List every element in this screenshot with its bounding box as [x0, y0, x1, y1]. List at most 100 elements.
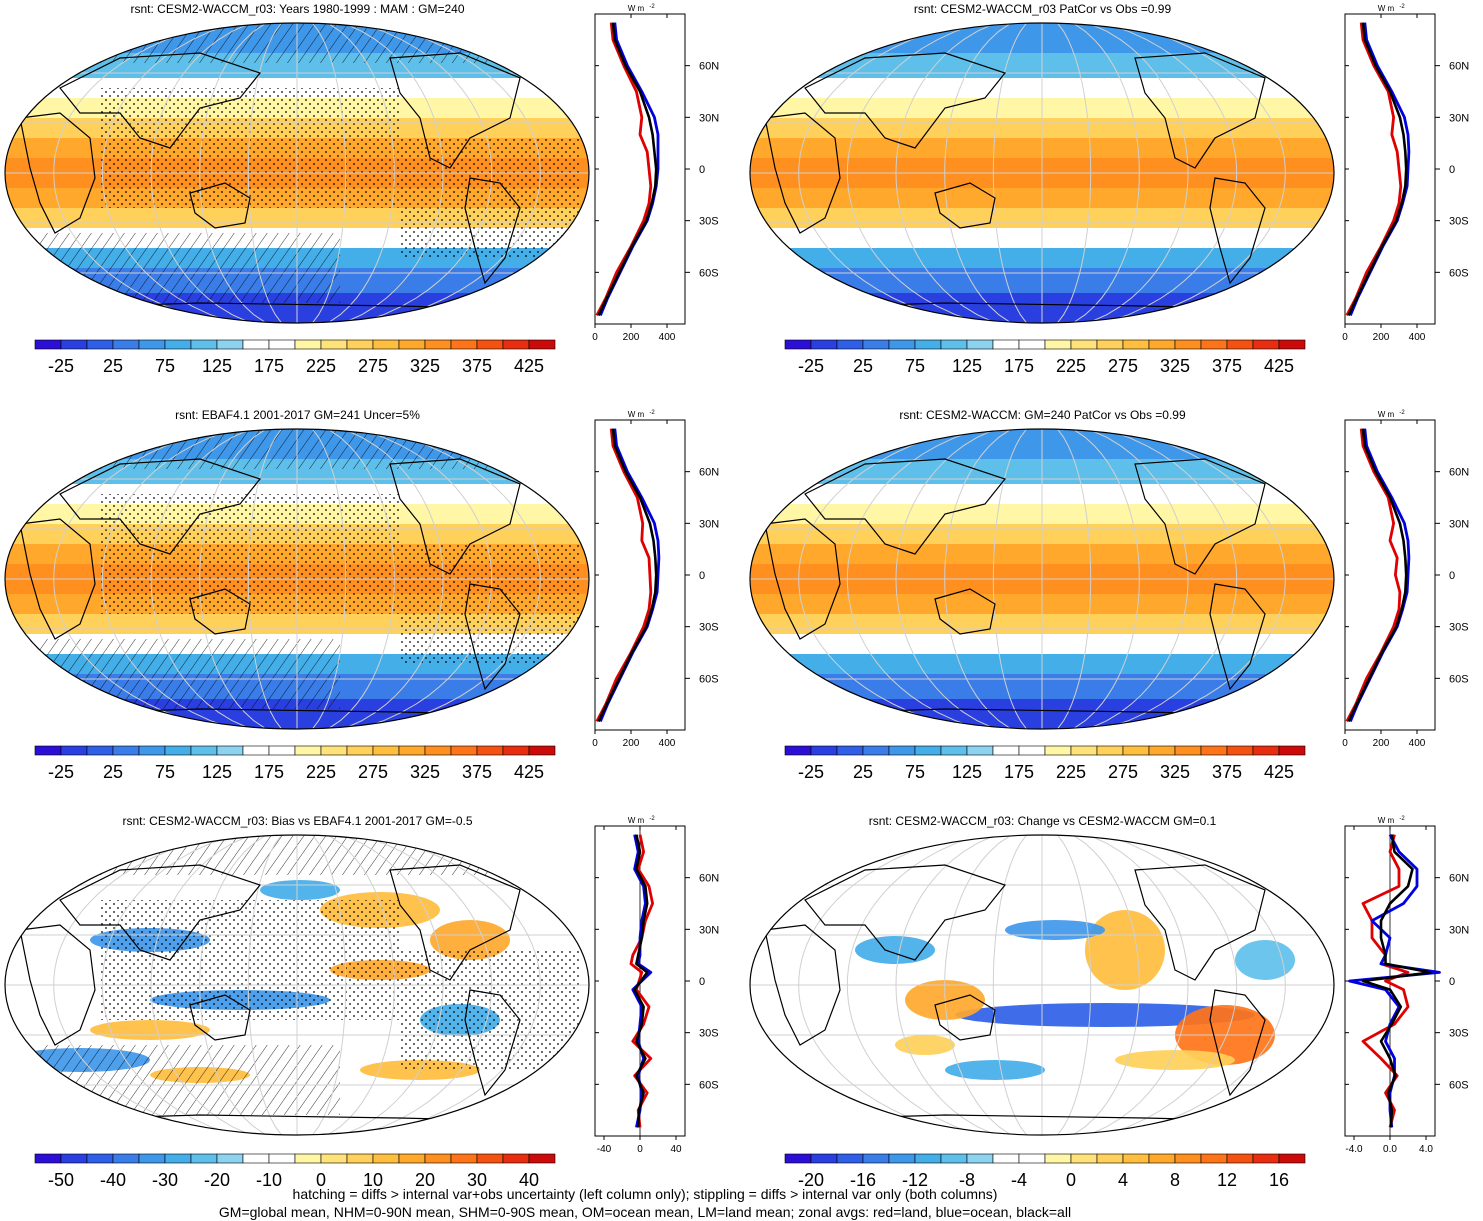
map-outline [4, 834, 590, 1136]
unit-exponent: -2 [649, 410, 655, 416]
colorbar-swatch [164, 1153, 192, 1164]
colorbar-label: 125 [202, 762, 232, 782]
colorbar-swatch [1226, 339, 1254, 350]
coastline [804, 52, 1007, 149]
colorbar-swatch [1148, 745, 1176, 756]
coastline [934, 182, 996, 229]
colorbar-swatch [112, 1153, 140, 1164]
lat-label: 30S [1449, 1028, 1469, 1040]
colorbar-label: 12 [1217, 1170, 1237, 1190]
colorbar-label: -40 [100, 1170, 126, 1190]
colorbar-swatch [966, 1153, 994, 1164]
map-plot [4, 834, 590, 1136]
colorbar-swatch [86, 745, 114, 756]
colorbar-swatch [112, 745, 140, 756]
colorbar-label: -25 [798, 356, 824, 376]
x-tick-label: -40 [597, 1144, 612, 1155]
x-tick-label: 400 [1409, 738, 1426, 749]
panel-title: rsnt: CESM2-WACCM_r03: Bias vs EBAF4.1 2… [122, 814, 473, 828]
zonal-mean-plot: W m -2 60N 30N 0 30S 60S 0 200 400 [1342, 4, 1469, 343]
colorbar-swatch [1252, 745, 1280, 756]
lat-label: 60S [699, 1079, 719, 1091]
unit-label: W m [628, 816, 645, 825]
zonal-series-ocean [1349, 428, 1411, 722]
lat-label: 30S [1449, 622, 1469, 634]
anomaly-patch [945, 1060, 1045, 1080]
colorbar-swatch [862, 1153, 890, 1164]
colorbar-swatch [1044, 745, 1072, 756]
coastline [464, 177, 521, 285]
panel-4: rsnt: CESM2-WACCM: GM=240 PatCor vs Obs … [745, 406, 1483, 806]
colorbar-label: -16 [850, 1170, 876, 1190]
unit-exponent: -2 [1399, 410, 1405, 416]
map-plot [749, 834, 1335, 1136]
colorbar-label: 20 [415, 1170, 435, 1190]
colorbar-swatch [138, 339, 166, 350]
colorbar-swatch [1226, 1153, 1254, 1164]
colorbar-swatch [476, 745, 504, 756]
colorbar-swatch [320, 1153, 348, 1164]
colorbar-label: 30 [467, 1170, 487, 1190]
colorbar-label: 275 [358, 356, 388, 376]
lat-label: 60N [1449, 467, 1469, 479]
lat-label: 60N [699, 467, 719, 479]
lat-label: 0 [699, 164, 705, 176]
colorbar-label: 4 [1118, 1170, 1128, 1190]
zonal-series-land [595, 428, 653, 723]
colorbar-swatch [216, 745, 244, 756]
colorbar-swatch [810, 339, 838, 350]
anomaly-patch [1115, 1050, 1235, 1070]
x-tick-label: 200 [623, 332, 640, 343]
coastline [1134, 864, 1266, 981]
colorbar-label: 425 [1264, 762, 1294, 782]
colorbar-swatch [1174, 339, 1202, 350]
colorbar-label: 325 [1160, 762, 1190, 782]
colorbar-swatch [1044, 339, 1072, 350]
colorbar-label: 175 [1004, 762, 1034, 782]
coastline [19, 924, 96, 1046]
colorbar-swatch [1018, 745, 1046, 756]
colorbar-label: -4 [1011, 1170, 1027, 1190]
colorbar-swatch [1278, 745, 1306, 756]
coastline [19, 112, 96, 234]
x-tick-label: 200 [1373, 332, 1390, 343]
colorbar-swatch [992, 339, 1020, 350]
zonal-frame [594, 13, 686, 325]
colorbar-swatch [268, 339, 296, 350]
x-tick-label: 4.0 [1419, 1144, 1433, 1155]
lat-label: 30N [1449, 924, 1469, 936]
footnote-line-2: GM=global mean, NHM=0-90N mean, SHM=0-90… [218, 1204, 1072, 1220]
colorbar-label: 175 [254, 762, 284, 782]
colorbar-label: 425 [1264, 356, 1294, 376]
colorbar-label: 225 [1056, 356, 1086, 376]
colorbar-label: 275 [1108, 356, 1138, 376]
colorbar-label: 40 [519, 1170, 539, 1190]
colorbar-swatch [862, 745, 890, 756]
lat-label: 30S [699, 622, 719, 634]
colorbar-swatch [216, 1153, 244, 1164]
coastline [764, 112, 841, 234]
anomaly-patch [1235, 940, 1295, 980]
colorbar-swatch [60, 339, 88, 350]
colorbar-swatch [992, 1153, 1020, 1164]
x-tick-label: 0 [592, 332, 598, 343]
zonal-mean-plot: W m -2 60N 30N 0 30S 60S -4.0 0.0 4.0 [1344, 816, 1469, 1155]
coastline [804, 864, 1007, 961]
colorbar-swatch [502, 339, 530, 350]
anomaly-patch [895, 1035, 955, 1055]
colorbar-swatch [1096, 339, 1124, 350]
stippling-area [100, 494, 400, 614]
colorbar-swatch [242, 1153, 270, 1164]
x-tick-label: 200 [1373, 738, 1390, 749]
colorbar-swatch [940, 745, 968, 756]
zonal-mean-plot: W m -2 60N 30N 0 30S 60S 0 200 400 [592, 410, 719, 749]
coastline [1209, 989, 1266, 1097]
lat-label: 60S [699, 673, 719, 685]
coastline [464, 583, 521, 691]
x-tick-label: 200 [623, 738, 640, 749]
unit-label: W m [1378, 410, 1395, 419]
colorbar-label: -12 [902, 1170, 928, 1190]
colorbar-swatch [398, 1153, 426, 1164]
colorbar-swatch [138, 1153, 166, 1164]
colorbar-label: 0 [1066, 1170, 1076, 1190]
